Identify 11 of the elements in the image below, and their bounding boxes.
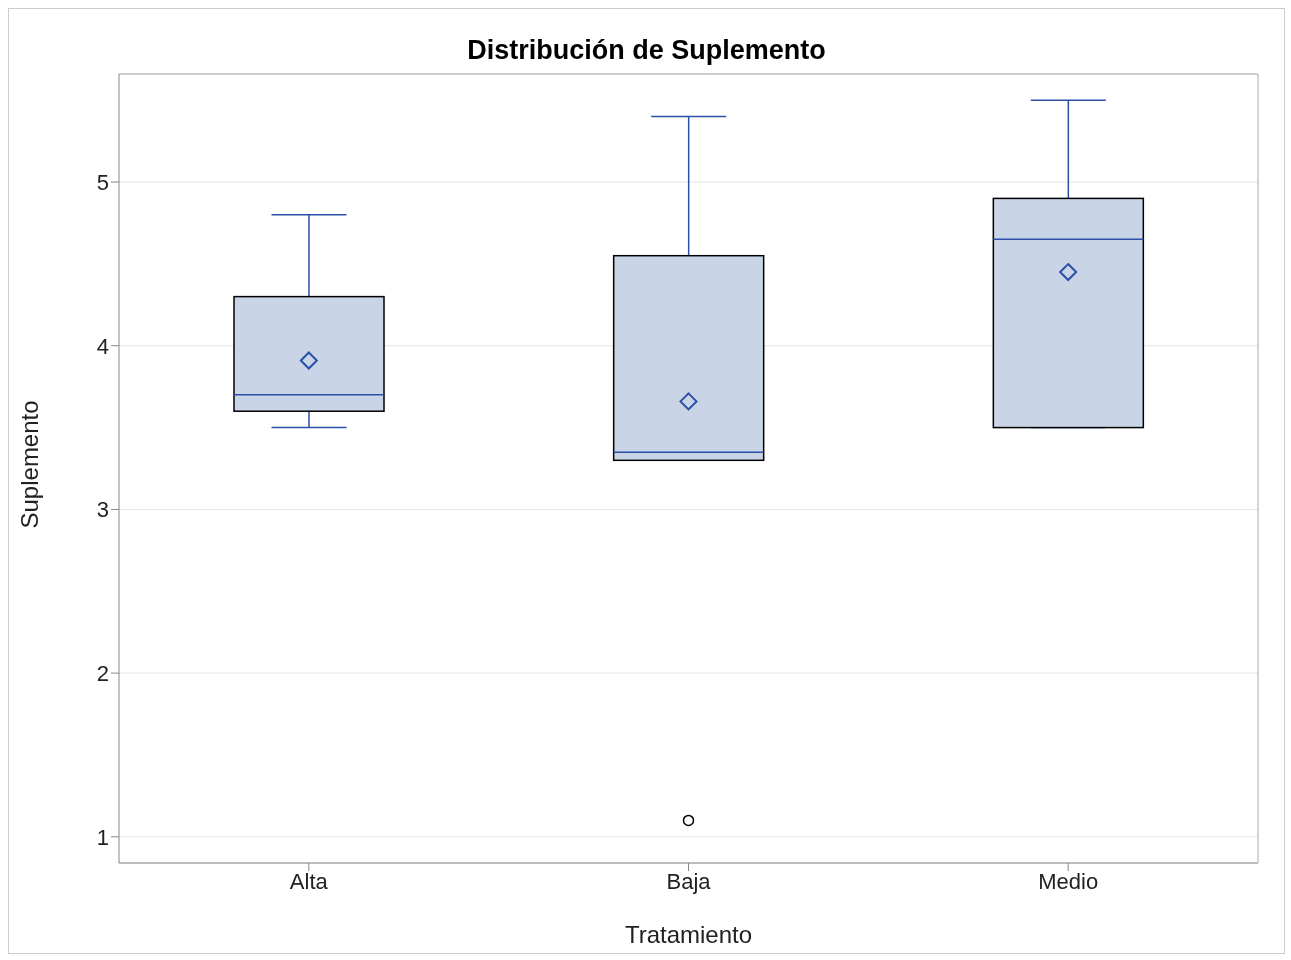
y-tick-label: 1: [96, 824, 109, 850]
x-tick-label: Medio: [1038, 868, 1099, 894]
y-tick-label: 3: [96, 497, 109, 523]
x-tick-label: Baja: [666, 868, 712, 894]
x-tick-label: Alta: [289, 868, 329, 894]
y-axis-title: Suplemento: [15, 400, 43, 529]
y-tick-label: 5: [96, 169, 109, 195]
chart-title: Distribución de Suplemento: [466, 34, 827, 67]
y-tick-label: 2: [96, 660, 109, 686]
y-tick-label: 4: [96, 333, 109, 359]
x-axis-title: Tratamiento: [624, 921, 753, 948]
